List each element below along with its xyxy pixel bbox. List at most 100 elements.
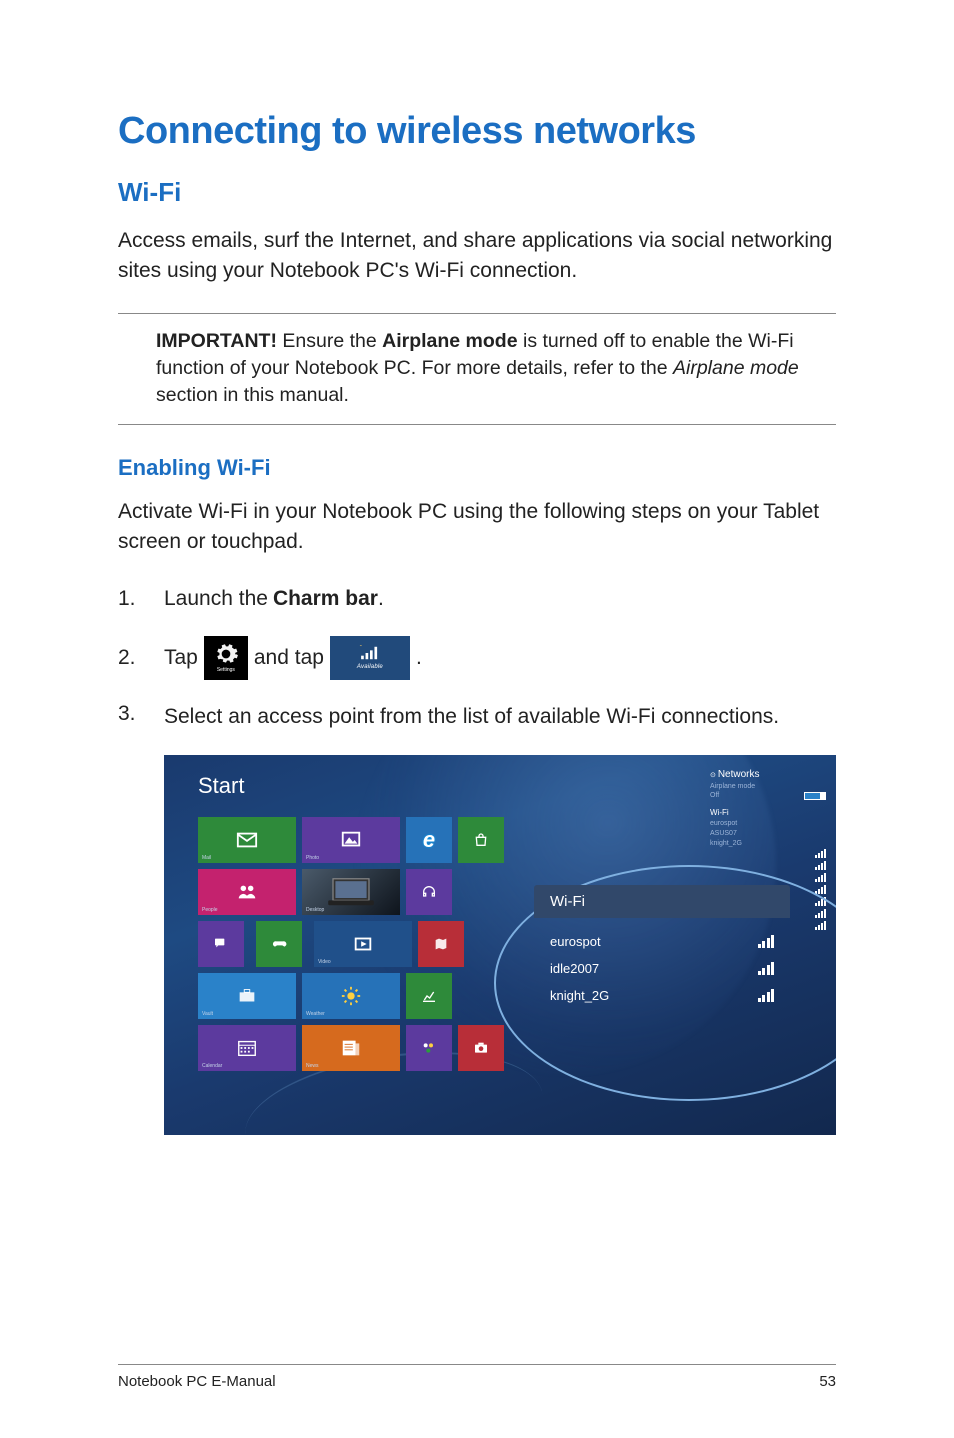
note-seg3: section in this manual. — [156, 384, 349, 406]
tile-calendar[interactable]: Calendar — [198, 1025, 296, 1071]
np-item-3[interactable]: knight_2G — [710, 840, 742, 847]
map-icon — [433, 936, 449, 952]
signal-icon — [758, 934, 775, 948]
page-footer: Notebook PC E-Manual 53 — [118, 1364, 836, 1390]
tile-video[interactable]: Video — [314, 921, 412, 967]
step-2-number: 2. — [118, 646, 164, 670]
enable-intro-paragraph: Activate Wi-Fi in your Notebook PC using… — [118, 497, 836, 558]
signal-icon — [758, 961, 775, 975]
video-icon — [352, 933, 374, 955]
section-title-wifi: Wi-Fi — [118, 177, 836, 208]
tile-mail-label: Mail — [202, 855, 211, 861]
wifi-row-idle2007[interactable]: idle2007 — [550, 955, 790, 982]
intro-paragraph: Access emails, surf the Internet, and sh… — [118, 226, 836, 287]
gamepad-icon — [271, 936, 287, 952]
tile-desktop[interactable]: Desktop — [302, 869, 400, 915]
step-3-number: 3. — [118, 702, 164, 726]
laptop-icon — [321, 874, 381, 910]
tile-mail[interactable]: Mail — [198, 817, 296, 863]
tile-weather-label: Weather — [306, 1011, 325, 1017]
note-italic: Airplane mode — [673, 357, 799, 379]
tile-photo-label: Photo — [306, 855, 319, 861]
start-tiles: Mail Photo e People Desktop — [198, 817, 510, 1077]
tile-store[interactable] — [458, 817, 504, 863]
note-seg1: Ensure the — [282, 330, 382, 352]
networks-panel-title: ⊙ Networks — [710, 769, 826, 780]
tile-news[interactable]: News — [302, 1025, 400, 1071]
chart-icon — [421, 988, 437, 1004]
start-label: Start — [198, 773, 244, 799]
people-icon — [236, 881, 258, 903]
tile-games[interactable] — [256, 921, 302, 967]
tile-calendar-label: Calendar — [202, 1063, 222, 1069]
np-wifi-section: Wi-Fi — [710, 808, 826, 817]
airplane-toggle[interactable] — [804, 792, 826, 800]
wifi-name-2: idle2007 — [550, 961, 599, 976]
step-1-number: 1. — [118, 587, 164, 611]
ie-icon: e — [423, 827, 435, 853]
np-item-2[interactable]: ASUS07 — [710, 830, 737, 837]
np-item-1[interactable]: eurospot — [710, 820, 737, 827]
step-2-text-c: . — [416, 643, 422, 673]
tile-news-label: News — [306, 1063, 319, 1069]
news-icon — [340, 1037, 362, 1059]
wifi-available-icon: * Available — [330, 636, 410, 680]
signal-bars-icon: * — [359, 645, 381, 661]
airplane-mode-off: Off — [710, 792, 719, 799]
subsection-enabling-wifi: Enabling Wi-Fi — [118, 455, 836, 481]
tile-ie[interactable]: e — [406, 817, 452, 863]
chat-icon — [213, 936, 229, 952]
gear-icon — [213, 641, 239, 667]
important-label: IMPORTANT! — [156, 330, 282, 352]
signal-icon — [758, 988, 775, 1002]
screenshot-start-screen: Start Mail Photo e People — [164, 755, 836, 1135]
page-title: Connecting to wireless networks — [118, 110, 836, 153]
wifi-popup-header: Wi-Fi — [534, 885, 790, 918]
wifi-row-eurospot[interactable]: eurospot — [550, 928, 790, 955]
step-1-text-b: . — [378, 584, 384, 614]
tile-sports[interactable] — [406, 1025, 452, 1071]
headphones-icon — [421, 884, 437, 900]
calendar-icon — [236, 1037, 258, 1059]
step-2-text-b: and tap — [254, 643, 324, 673]
tile-people[interactable]: People — [198, 869, 296, 915]
footer-page-number: 53 — [819, 1373, 836, 1390]
tile-vault-label: Vault — [202, 1011, 213, 1017]
sports-icon — [421, 1040, 437, 1056]
tile-maps[interactable] — [418, 921, 464, 967]
wifi-row-knight2g[interactable]: knight_2G — [550, 982, 790, 1009]
tile-people-label: People — [202, 907, 218, 913]
shopping-bag-icon — [473, 832, 489, 848]
tile-music[interactable] — [406, 869, 452, 915]
wifi-name-3: knight_2G — [550, 988, 609, 1003]
wifi-available-sublabel: Available — [357, 663, 383, 672]
settings-charm-icon: Settings — [204, 636, 248, 680]
svg-text:*: * — [359, 645, 362, 651]
step-3-text: Select an access point from the list of … — [164, 702, 779, 732]
sun-icon — [340, 985, 362, 1007]
note-airplane-bold: Airplane mode — [382, 330, 517, 352]
tile-weather[interactable]: Weather — [302, 973, 400, 1019]
tile-video-label: Video — [318, 959, 331, 965]
step-1: 1. Launch the Charm bar. — [118, 584, 836, 614]
tile-messaging[interactable] — [198, 921, 244, 967]
step-2-text-a: Tap — [164, 643, 198, 673]
footer-left: Notebook PC E-Manual — [118, 1373, 276, 1390]
important-note-box: IMPORTANT! Ensure the Airplane mode is t… — [118, 313, 836, 425]
camera-icon — [473, 1040, 489, 1056]
tile-vault[interactable]: Vault — [198, 973, 296, 1019]
settings-charm-sublabel: Settings — [217, 667, 235, 674]
wifi-popup: Wi-Fi eurospot idle2007 knight_2G — [534, 885, 790, 1015]
tile-desktop-label: Desktop — [306, 907, 324, 913]
briefcase-lock-icon — [236, 985, 258, 1007]
airplane-mode-label: Airplane mode — [710, 783, 755, 790]
step-1-bold: Charm bar — [273, 584, 378, 614]
wifi-name-1: eurospot — [550, 934, 601, 949]
mail-icon — [236, 829, 258, 851]
tile-camera[interactable] — [458, 1025, 504, 1071]
wifi-network-list: eurospot idle2007 knight_2G — [534, 918, 790, 1015]
tile-photo[interactable]: Photo — [302, 817, 400, 863]
tile-finance[interactable] — [406, 973, 452, 1019]
step-1-text-a: Launch the — [164, 584, 268, 614]
step-2: 2. Tap Settings and tap * Available . — [118, 636, 836, 680]
